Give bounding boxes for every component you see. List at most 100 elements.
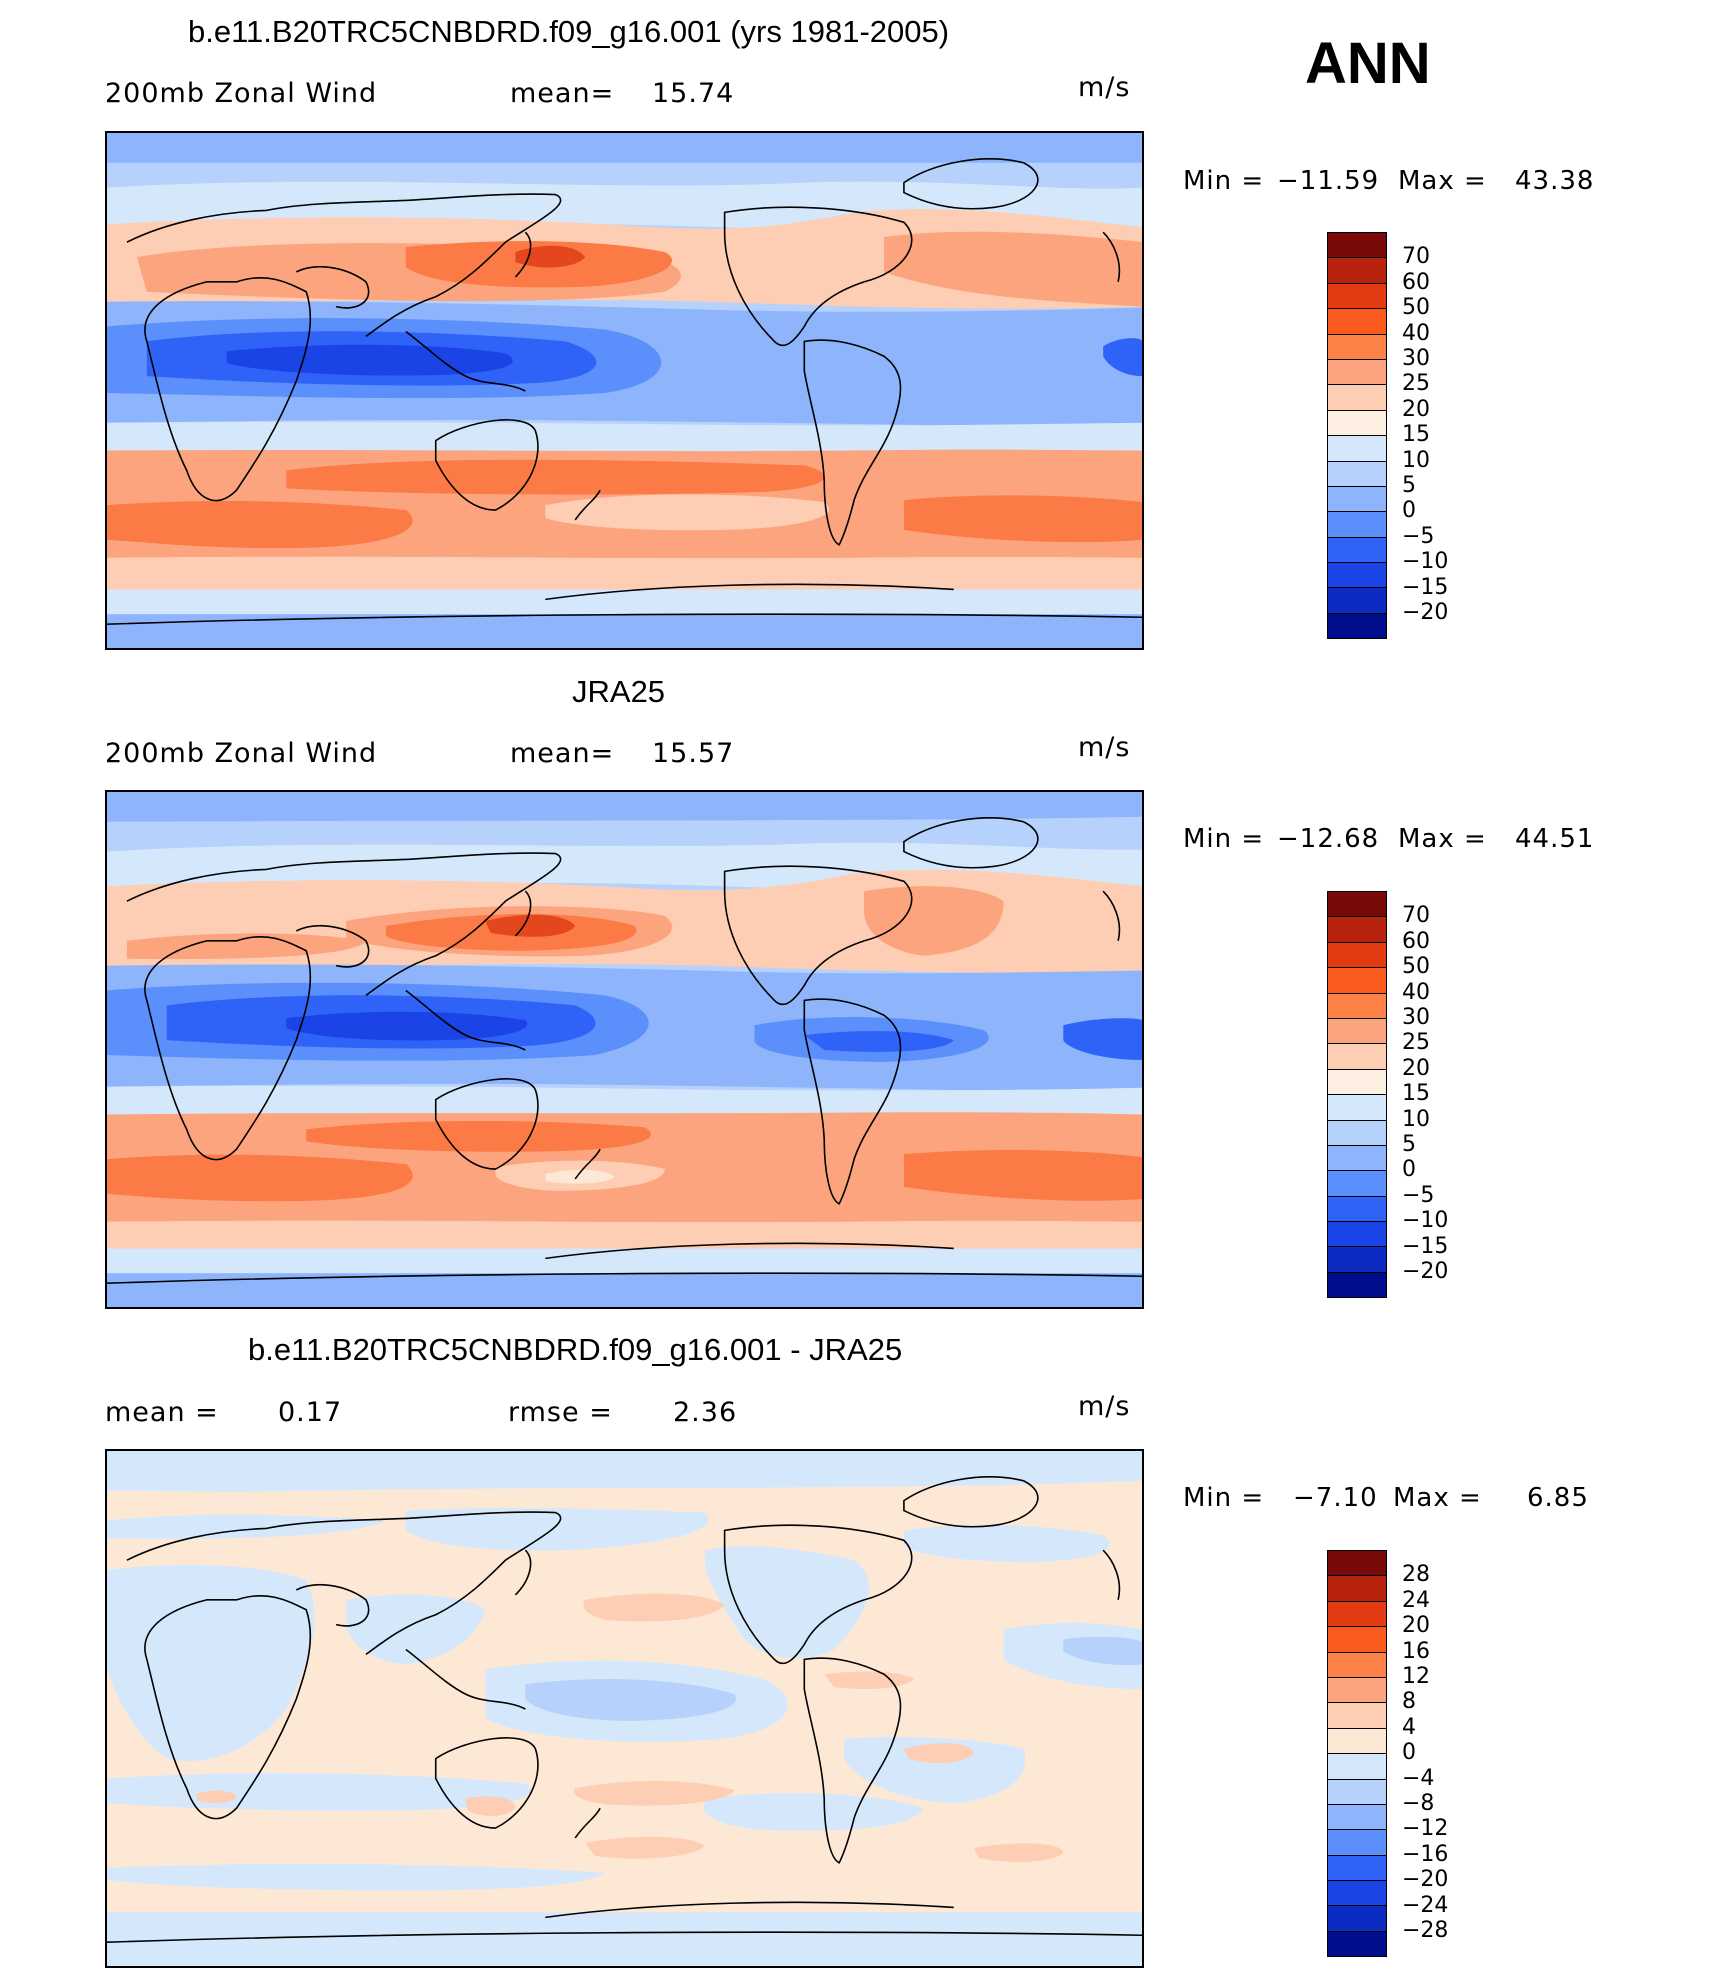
colorbar-label: 25 xyxy=(1402,371,1430,397)
band xyxy=(107,1085,1142,1119)
band xyxy=(107,556,1142,591)
colorbar-swatch xyxy=(1327,1221,1387,1247)
colorbar-swatch xyxy=(1327,891,1387,917)
band xyxy=(703,1793,924,1831)
band xyxy=(107,1154,413,1202)
colorbar-label: 20 xyxy=(1402,1613,1430,1639)
band xyxy=(107,133,1142,163)
colorbar-label: 15 xyxy=(1402,1081,1430,1107)
colorbar-swatch xyxy=(1327,1829,1387,1855)
colorbar-label: 8 xyxy=(1402,1689,1416,1715)
panel1-min-label: Min = xyxy=(1183,166,1265,196)
colorbar-swatch xyxy=(1327,1068,1387,1095)
colorbar-swatch xyxy=(1327,257,1387,283)
season-label: ANN xyxy=(1305,31,1431,96)
panel2-map-svg xyxy=(107,792,1142,1307)
panel1-colorbar xyxy=(1327,232,1387,640)
band xyxy=(405,1507,709,1551)
colorbar-swatch xyxy=(1327,1017,1387,1044)
colorbar-label: −5 xyxy=(1402,1182,1435,1208)
panel3-map-svg xyxy=(107,1451,1142,1966)
band xyxy=(1063,1636,1142,1666)
panel1-title: b.e11.B20TRC5CNBDRD.f09_g16.001 (yrs 198… xyxy=(188,14,950,49)
panel2-max-value: 44.51 xyxy=(1515,824,1595,854)
colorbar-swatch xyxy=(1327,1905,1387,1931)
colorbar-label: −24 xyxy=(1402,1892,1449,1918)
band xyxy=(515,245,586,268)
colorbar-label: −20 xyxy=(1402,600,1449,625)
colorbar-swatch xyxy=(1327,1195,1387,1222)
band xyxy=(107,614,1142,648)
band xyxy=(903,495,1142,543)
colorbar-label: −28 xyxy=(1402,1918,1449,1943)
colorbar-label: 70 xyxy=(1402,244,1430,270)
colorbar-label: −10 xyxy=(1402,549,1449,575)
panel3-rmse-value: 2.36 xyxy=(673,1397,738,1428)
band xyxy=(107,1451,1142,1492)
colorbar-swatch xyxy=(1327,1880,1387,1906)
band xyxy=(107,1273,1142,1307)
colorbar-label: 5 xyxy=(1402,473,1416,498)
band xyxy=(883,231,1142,307)
band xyxy=(903,1149,1142,1201)
panel3-max-value: 6.85 xyxy=(1527,1483,1589,1513)
colorbar-swatch xyxy=(1327,1271,1387,1299)
colorbar-swatch xyxy=(1327,1575,1387,1601)
colorbar-swatch xyxy=(1327,1626,1387,1652)
colorbar-swatch xyxy=(1327,384,1387,410)
panel1-mean-label: mean= xyxy=(510,78,615,109)
colorbar-swatch xyxy=(1327,536,1387,563)
colorbar-swatch xyxy=(1327,358,1387,385)
colorbar-swatch xyxy=(1327,1930,1387,1958)
colorbar-label: 40 xyxy=(1402,320,1430,346)
colorbar-swatch xyxy=(1327,460,1387,486)
colorbar-swatch xyxy=(1327,1854,1387,1881)
colorbar-label: 20 xyxy=(1402,1055,1430,1081)
panel2-min-label: Min = xyxy=(1183,824,1265,854)
panel3-title: b.e11.B20TRC5CNBDRD.f09_g16.001 - JRA25 xyxy=(248,1332,903,1367)
band xyxy=(286,1011,528,1041)
band xyxy=(573,1781,735,1806)
colorbar-swatch xyxy=(1327,1676,1387,1703)
colorbar-label: −16 xyxy=(1402,1841,1449,1867)
colorbar-swatch xyxy=(1327,1550,1387,1576)
colorbar-label: −15 xyxy=(1402,574,1449,600)
colorbar-swatch xyxy=(1327,409,1387,436)
band xyxy=(346,1594,486,1665)
panel2-mean-label: mean= xyxy=(510,738,615,769)
panel3-rmse-label: rmse = xyxy=(508,1397,613,1428)
panel2-max-label: Max = xyxy=(1398,824,1487,854)
panel1-map-svg xyxy=(107,133,1142,648)
colorbar-swatch xyxy=(1327,1778,1387,1804)
colorbar-label: 20 xyxy=(1402,396,1430,422)
colorbar-label: −10 xyxy=(1402,1208,1449,1234)
band xyxy=(1103,338,1142,377)
colorbar-swatch xyxy=(1327,1119,1387,1145)
panel3-max-label: Max = xyxy=(1393,1483,1482,1513)
colorbar-label: 60 xyxy=(1402,928,1430,954)
colorbar-swatch xyxy=(1327,1600,1387,1627)
colorbar-swatch xyxy=(1327,1803,1387,1830)
colorbar-swatch xyxy=(1327,1170,1387,1196)
panel3-mean-value: 0.17 xyxy=(278,1397,343,1428)
band xyxy=(107,1564,315,1762)
panel3-min-label: Min = xyxy=(1183,1483,1265,1513)
band xyxy=(844,1736,1026,1804)
colorbar-label: −20 xyxy=(1402,1259,1449,1284)
colorbar-label: −5 xyxy=(1402,523,1435,549)
panel1-mean-value: 15.74 xyxy=(652,78,735,109)
coastlines xyxy=(107,1476,1142,1943)
panel1-units: m/s xyxy=(1078,72,1131,103)
colorbar-label: 24 xyxy=(1402,1587,1430,1613)
colorbar-label: −12 xyxy=(1402,1816,1449,1842)
colorbar-swatch xyxy=(1327,916,1387,942)
colorbar-label: 10 xyxy=(1402,1106,1430,1132)
colorbar-label: 30 xyxy=(1402,1005,1430,1030)
panel3-colorbar xyxy=(1327,1550,1387,1958)
colorbar-swatch xyxy=(1327,435,1387,461)
coastlines xyxy=(107,158,1142,625)
band xyxy=(107,1514,386,1539)
colorbar-label: 25 xyxy=(1402,1030,1430,1056)
colorbar-label: −15 xyxy=(1402,1233,1449,1259)
colorbar-swatch xyxy=(1327,333,1387,359)
